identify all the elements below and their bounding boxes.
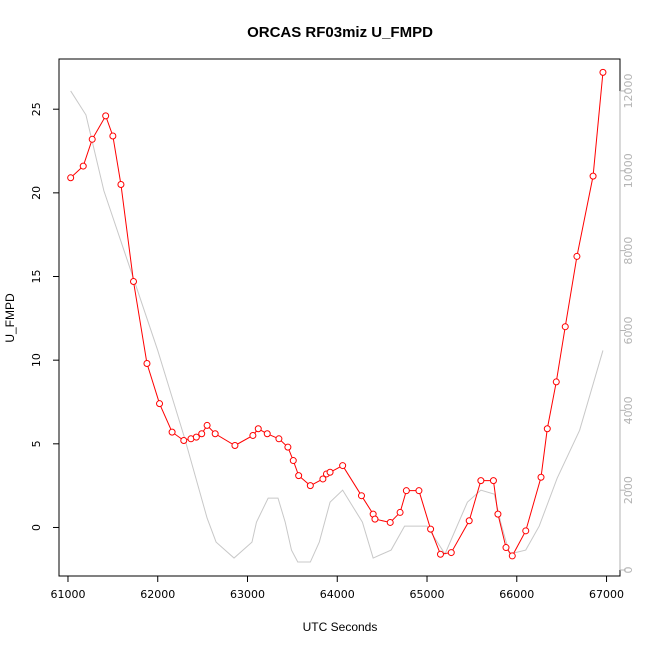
data-point <box>415 487 423 495</box>
data-point <box>198 430 206 438</box>
data-point <box>537 473 545 481</box>
data-point <box>102 112 110 120</box>
data-point <box>231 441 239 449</box>
x-axis-label: UTC Seconds <box>303 620 378 634</box>
data-point <box>508 552 516 560</box>
data-point <box>447 549 455 557</box>
data-point <box>599 68 607 76</box>
y2-tick-label: 12000 <box>622 73 635 108</box>
chart-title: ORCAS RF03miz U_FMPD <box>247 24 433 41</box>
x-tick-label: 64000 <box>320 588 355 601</box>
data-point <box>552 378 560 386</box>
data-point <box>494 510 502 518</box>
data-point <box>180 436 188 444</box>
data-point <box>339 462 347 470</box>
data-point <box>489 477 497 485</box>
x-tick-label: 61000 <box>50 588 85 601</box>
y-tick-label: 5 <box>30 440 43 447</box>
data-point <box>589 172 597 180</box>
data-point <box>326 468 334 476</box>
data-point <box>386 518 394 526</box>
y-tick-label: 25 <box>30 102 43 116</box>
primary-series-line <box>70 72 604 557</box>
data-point <box>357 492 365 500</box>
data-point <box>396 508 404 516</box>
data-point <box>275 435 283 443</box>
x-tick-label: 62000 <box>140 588 175 601</box>
y-tick-label: 0 <box>30 524 43 531</box>
data-point <box>168 428 176 436</box>
data-point <box>249 431 257 439</box>
x-axis: 61000 62000 63000 64000 65000 66000 67000 <box>50 575 624 601</box>
y-tick-label: 15 <box>30 270 43 284</box>
data-point <box>465 517 473 525</box>
y-axis: 0 5 10 15 20 25 <box>30 102 60 531</box>
data-point <box>319 475 327 483</box>
primary-series <box>67 68 607 560</box>
x-tick-label: 63000 <box>230 588 265 601</box>
x-tick-label: 66000 <box>499 588 534 601</box>
data-point <box>522 527 530 535</box>
data-point <box>254 425 262 433</box>
y2-tick-label: 4000 <box>622 396 635 424</box>
y2-tick-label: 8000 <box>622 237 635 265</box>
y2-tick-label: 6000 <box>622 316 635 344</box>
y2-axis: 0 2000 4000 6000 8000 10000 12000 <box>619 73 635 574</box>
data-point <box>192 433 200 441</box>
secondary-series-line <box>70 90 604 563</box>
data-point <box>371 515 379 523</box>
data-point <box>427 525 435 533</box>
data-point <box>402 487 410 495</box>
data-point <box>143 360 151 368</box>
data-point <box>67 174 75 182</box>
data-point <box>109 132 117 140</box>
y2-tick-label: 0 <box>622 567 635 574</box>
data-point <box>130 278 138 286</box>
x-tick-label: 65000 <box>410 588 445 601</box>
data-point <box>306 482 314 490</box>
y2-tick-label: 10000 <box>622 153 635 188</box>
data-point <box>79 162 87 170</box>
data-point <box>561 323 569 331</box>
data-point <box>284 443 292 451</box>
data-point <box>203 421 211 429</box>
data-point <box>543 425 551 433</box>
data-point <box>573 252 581 260</box>
x-tick-label: 67000 <box>589 588 624 601</box>
data-point <box>117 180 125 188</box>
plot-frame <box>58 58 621 577</box>
data-point <box>502 544 510 552</box>
y-tick-label: 20 <box>30 186 43 200</box>
data-point <box>289 457 297 465</box>
data-point <box>436 550 444 558</box>
data-point <box>477 477 485 485</box>
y-tick-label: 10 <box>30 353 43 367</box>
secondary-series <box>70 90 604 563</box>
data-point <box>88 135 96 143</box>
data-point <box>156 400 164 408</box>
y-axis-label: U_FMPD <box>3 293 17 343</box>
y2-tick-label: 2000 <box>622 476 635 504</box>
data-point <box>295 472 303 480</box>
data-point <box>211 430 219 438</box>
data-point <box>263 430 271 438</box>
